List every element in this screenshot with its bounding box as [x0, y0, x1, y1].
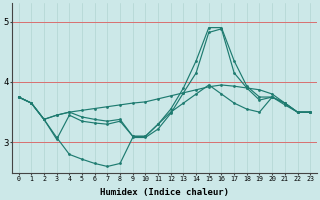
X-axis label: Humidex (Indice chaleur): Humidex (Indice chaleur) — [100, 188, 229, 197]
